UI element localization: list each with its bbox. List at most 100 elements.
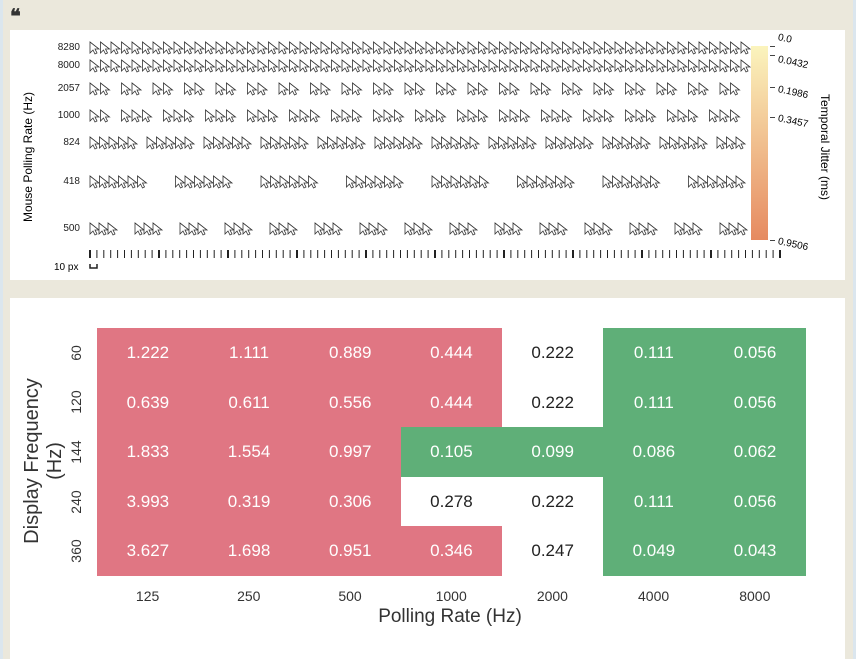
heatmap-cell: 0.444 <box>400 328 503 379</box>
cursor-icon <box>317 136 329 150</box>
cursor-icon <box>89 59 101 73</box>
heatmap-cell: 0.951 <box>299 526 402 577</box>
cursor-rows <box>89 41 781 269</box>
cursor-icon <box>413 222 425 236</box>
cursor-icon <box>394 41 405 55</box>
cursor-icon <box>446 59 458 73</box>
cursor-icon <box>509 59 521 73</box>
cursor-icon <box>310 59 321 73</box>
cursor-icon <box>564 175 576 189</box>
cursor-icon <box>352 41 363 55</box>
cursor-icon <box>373 109 384 123</box>
cursor-icon <box>365 175 376 189</box>
cursor-icon <box>635 41 647 55</box>
cursor-icon <box>572 82 584 96</box>
row-label: 418 <box>63 176 80 187</box>
cursor-icon <box>709 109 720 123</box>
cursor-icon <box>707 175 718 189</box>
cursor-icon <box>308 175 319 189</box>
cursor-icon <box>458 222 470 236</box>
cursor-icon <box>494 222 506 236</box>
cursor-icon <box>257 109 269 123</box>
cursor-icon <box>205 59 216 73</box>
cursor-icon <box>108 175 120 189</box>
cursor-icon <box>226 41 237 55</box>
cursor-icon <box>118 136 129 150</box>
quote-icon[interactable]: ❝ <box>10 4 21 28</box>
cursor-icon <box>697 136 709 150</box>
cursor-icon <box>127 175 139 189</box>
cursor-icon <box>593 222 605 236</box>
cursor-icon <box>674 222 686 236</box>
cursor-icon <box>173 59 185 73</box>
cursor-icon <box>688 175 699 189</box>
cursor-icon <box>530 82 542 96</box>
cursor-icon <box>572 59 584 73</box>
cursor-icon <box>667 41 678 55</box>
heatmap-cell: 0.222 <box>501 328 604 379</box>
cursor-icon <box>163 82 174 96</box>
cursor-icon <box>555 175 566 189</box>
cursor-icon <box>726 175 737 189</box>
cursor-icon <box>446 82 458 96</box>
cursor-icon <box>719 59 731 73</box>
cursor-icon <box>163 41 174 55</box>
cursor-icon <box>688 41 699 55</box>
cursor-icon <box>100 109 111 123</box>
row-label: 500 <box>63 223 80 234</box>
cursor-icon <box>478 59 489 73</box>
cursor-icon <box>677 109 689 123</box>
cursor-icon <box>735 136 747 150</box>
heatmap-cell: 0.278 <box>400 476 503 527</box>
cursor-icon <box>621 136 633 150</box>
cursor-icon <box>450 136 462 150</box>
cursor-icon <box>530 59 542 73</box>
heatmap-cell: 0.111 <box>603 377 705 428</box>
cursor-icon <box>163 59 174 73</box>
colorbar-tick-mark <box>770 46 775 47</box>
cursor-icon <box>678 136 690 150</box>
cursor-icon <box>425 59 437 73</box>
cursor-icon <box>669 136 680 150</box>
cursor-icon <box>203 175 215 189</box>
heatmap-cell: 0.306 <box>299 476 402 527</box>
cursor-icon <box>247 82 258 96</box>
cursor-icon <box>593 109 605 123</box>
cursor-icon <box>507 136 519 150</box>
cursor-icon <box>545 136 557 150</box>
cursor-icon <box>179 222 191 236</box>
cursor-icon <box>226 109 237 123</box>
cursor-icon <box>215 82 227 96</box>
cursor-icon <box>667 109 678 123</box>
cursor-icon <box>226 82 237 96</box>
cursor-icon <box>602 222 614 236</box>
cursor-icon <box>683 222 695 236</box>
cursor-icon <box>656 41 668 55</box>
cursor-icon <box>499 41 510 55</box>
cursor-icon <box>374 136 386 150</box>
cursor-icon <box>89 222 101 236</box>
cursor-icon <box>536 175 547 189</box>
cursor-icon <box>197 222 209 236</box>
cursor-icon <box>467 109 479 123</box>
cursor-icon <box>222 175 234 189</box>
cursor-icon <box>551 59 563 73</box>
cursor-icon <box>719 82 731 96</box>
heatmap-cell: 3.993 <box>97 476 199 527</box>
cursor-icon <box>551 41 563 55</box>
cursor-icon <box>640 175 652 189</box>
cursor-icon <box>341 59 353 73</box>
cursor-icon <box>289 59 300 73</box>
row-label: 8280 <box>57 42 80 53</box>
heatmap-cell: 0.997 <box>299 427 402 478</box>
cursor-icon <box>336 136 348 150</box>
heatmap-cell: 0.222 <box>501 377 604 428</box>
cursor-icon <box>436 59 447 73</box>
cursor-icon <box>457 59 468 73</box>
cursor-icon <box>604 82 615 96</box>
cursor-icon <box>194 175 205 189</box>
cursor-icon <box>688 136 699 150</box>
cursor-icon <box>415 82 426 96</box>
cursor-icon <box>226 59 237 73</box>
cursor-icon <box>488 136 500 150</box>
